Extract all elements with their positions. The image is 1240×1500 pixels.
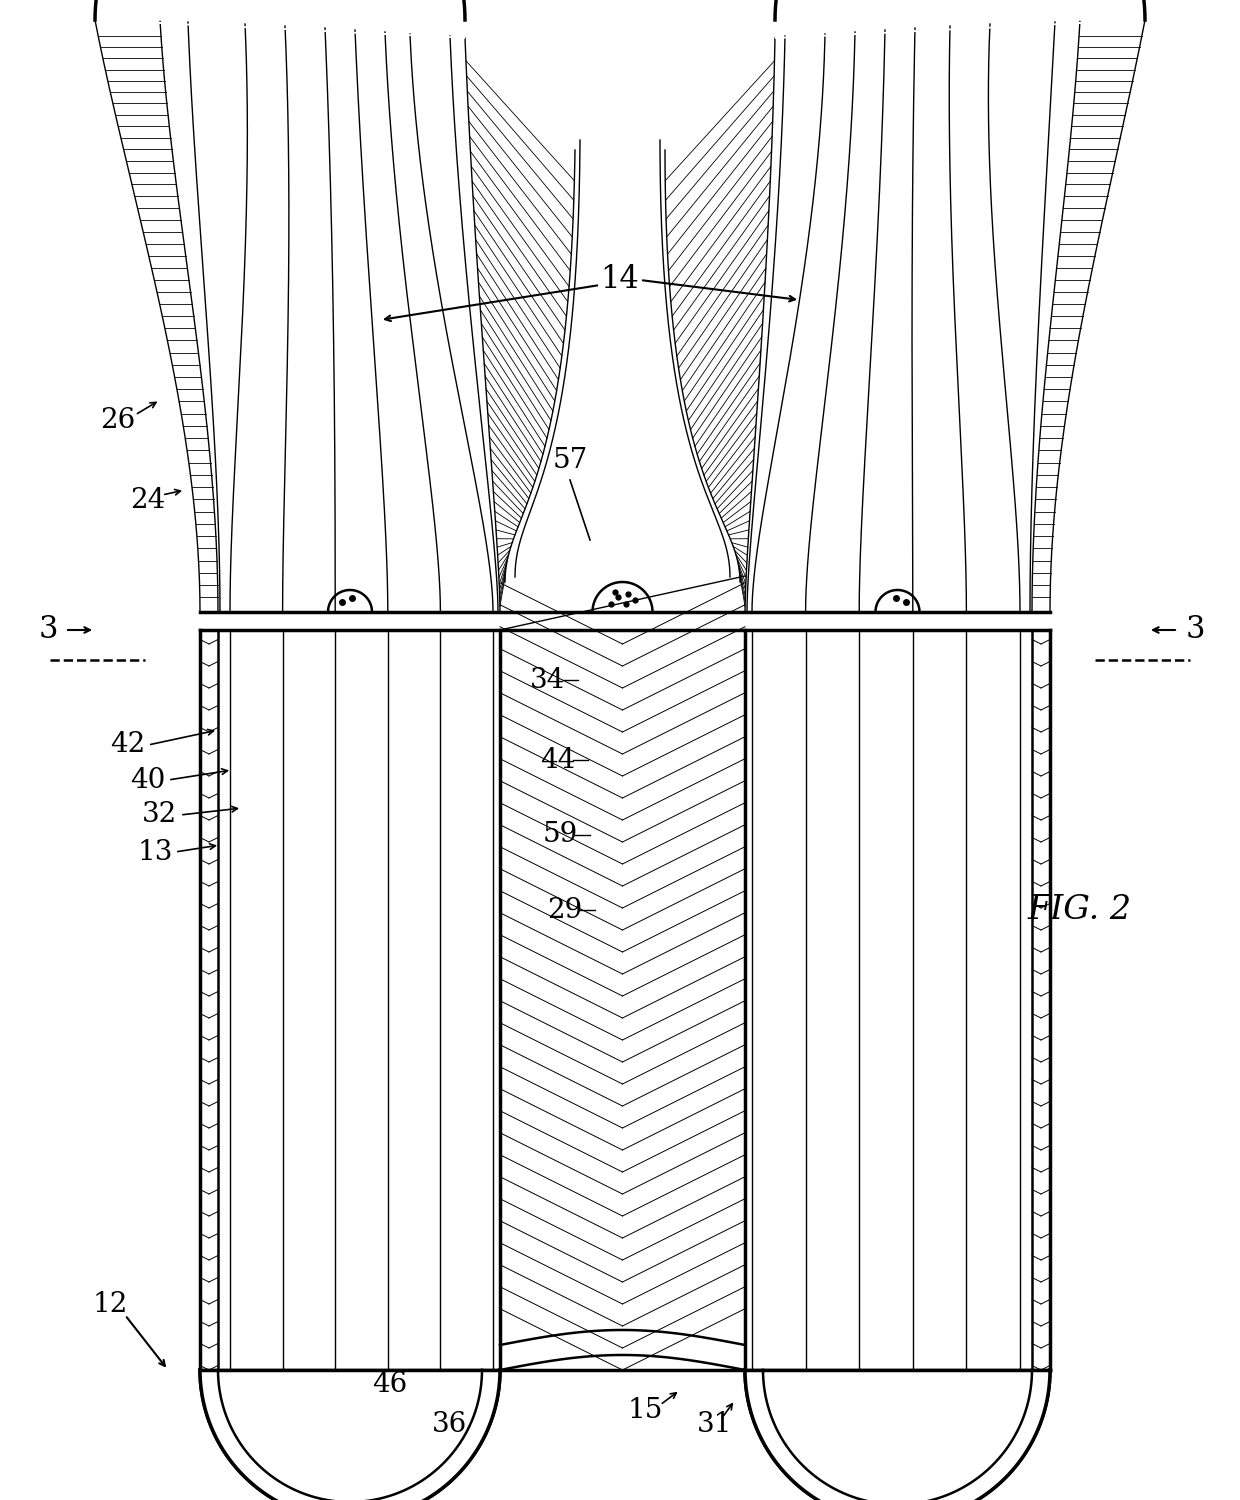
Text: 46: 46 <box>372 1371 408 1398</box>
Polygon shape <box>95 0 465 38</box>
Text: 44: 44 <box>541 747 575 774</box>
Text: 15: 15 <box>627 1396 662 1423</box>
Text: 12: 12 <box>92 1292 128 1318</box>
Polygon shape <box>775 0 1145 38</box>
Text: 26: 26 <box>100 406 135 433</box>
Text: 14: 14 <box>600 264 640 296</box>
Polygon shape <box>745 1370 1050 1500</box>
Text: 36: 36 <box>433 1412 467 1438</box>
Text: 31: 31 <box>697 1412 733 1438</box>
Text: 24: 24 <box>130 486 166 513</box>
Polygon shape <box>200 1370 500 1500</box>
Text: 57: 57 <box>552 447 588 474</box>
Text: 59: 59 <box>542 822 578 849</box>
Text: 40: 40 <box>130 766 166 794</box>
Text: 29: 29 <box>547 897 583 924</box>
Text: FIG. 2: FIG. 2 <box>1028 894 1132 926</box>
Text: 3: 3 <box>1185 615 1205 645</box>
Text: 13: 13 <box>138 839 172 866</box>
Text: 32: 32 <box>143 801 177 828</box>
Text: 42: 42 <box>110 732 145 759</box>
Text: 34: 34 <box>531 666 565 693</box>
Text: 3: 3 <box>38 615 58 645</box>
